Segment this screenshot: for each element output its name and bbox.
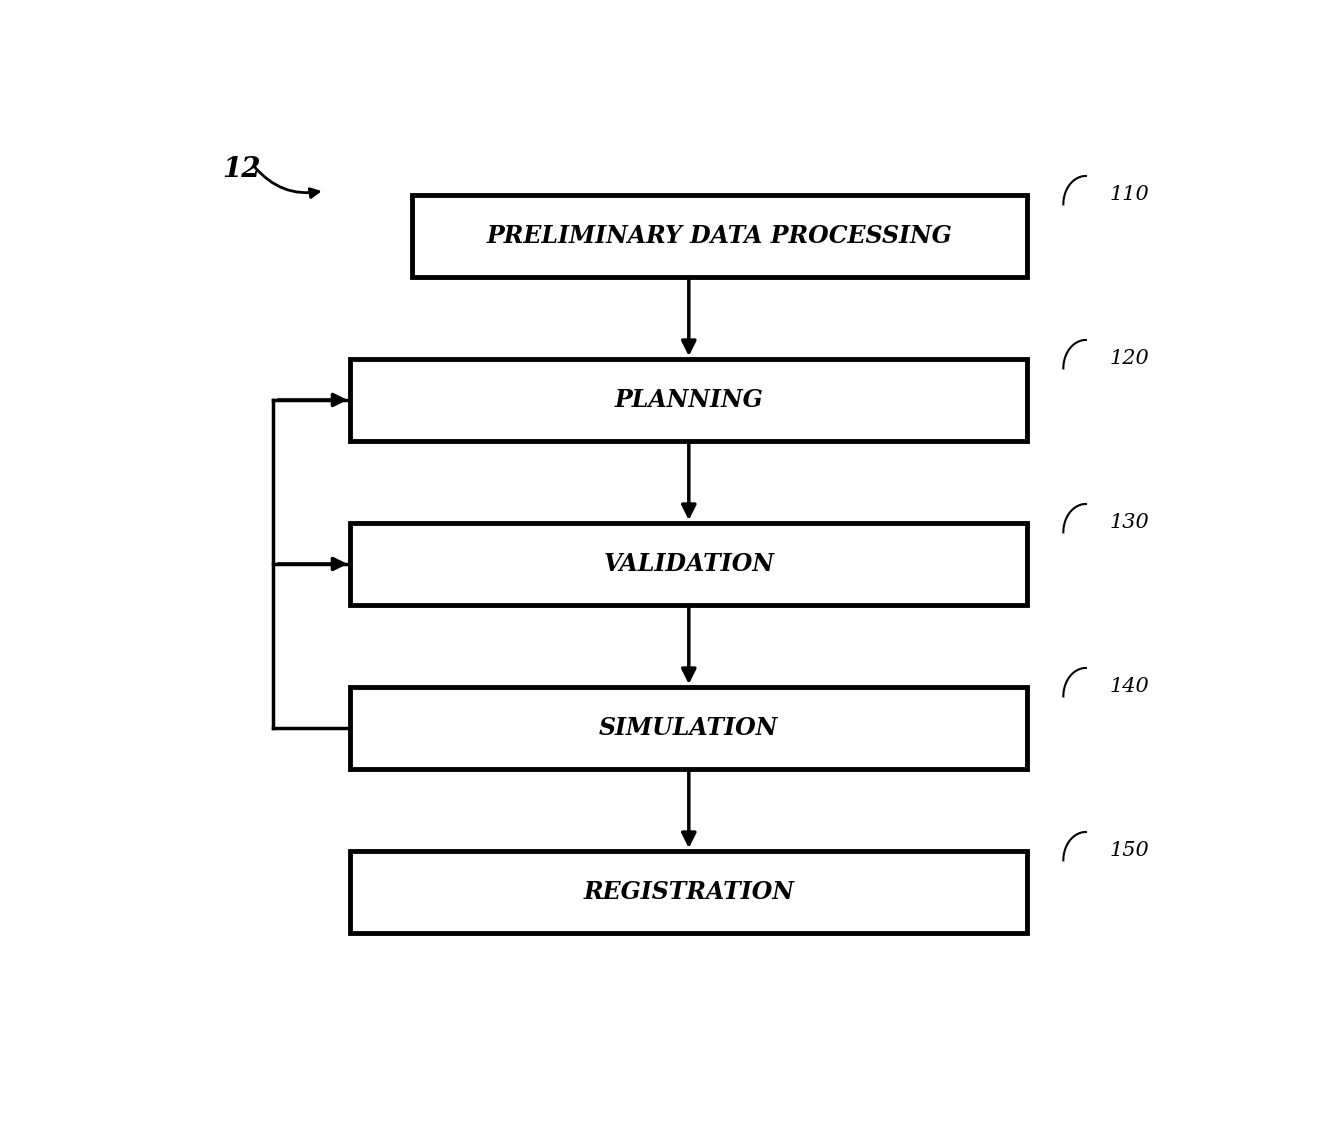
Text: 140: 140	[1110, 677, 1149, 696]
Text: PLANNING: PLANNING	[614, 388, 763, 411]
Text: 120: 120	[1110, 350, 1149, 369]
Text: 150: 150	[1110, 842, 1149, 861]
Text: VALIDATION: VALIDATION	[604, 552, 775, 576]
Text: REGISTRATION: REGISTRATION	[584, 880, 794, 904]
Bar	[350, 851, 1027, 933]
Text: SIMULATION: SIMULATION	[600, 716, 779, 740]
Bar	[412, 195, 1027, 277]
Text: 12: 12	[222, 156, 261, 183]
Text: PRELIMINARY DATA PROCESSING: PRELIMINARY DATA PROCESSING	[487, 224, 952, 248]
Text: 110: 110	[1110, 185, 1149, 204]
Bar	[350, 522, 1027, 605]
Bar	[350, 359, 1027, 441]
Bar	[350, 687, 1027, 769]
Text: 130: 130	[1110, 513, 1149, 532]
